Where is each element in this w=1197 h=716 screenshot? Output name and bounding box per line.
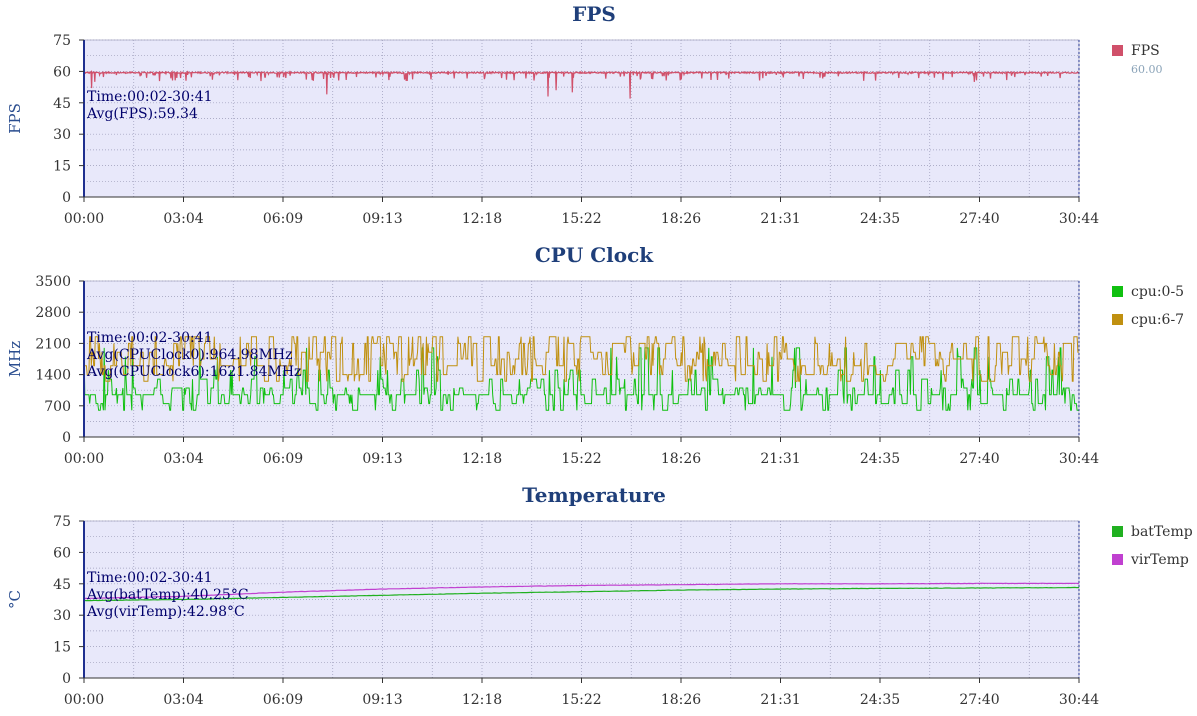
y-tick-label: 15 (53, 159, 71, 175)
x-tick-label: 15:22 (561, 451, 601, 467)
series-line-FPS (84, 69, 1080, 99)
legend-label: cpu:6-7 (1131, 312, 1184, 328)
x-tick-label: 12:18 (462, 692, 502, 708)
y-tick-label: 0 (62, 671, 71, 687)
x-tick-label: 18:26 (661, 211, 701, 227)
x-tick-label: 21:31 (760, 211, 800, 227)
stat-line: Avg(FPS):59.34 (86, 106, 198, 122)
chart-title: Temperature (522, 483, 666, 507)
x-tick-label: 09:13 (362, 692, 402, 708)
legend-label: cpu:0-5 (1131, 284, 1184, 300)
series-line-virTemp (84, 582, 1080, 600)
y-tick-label: 45 (53, 96, 71, 112)
x-tick-label: 30:44 (1059, 211, 1099, 227)
x-tick-label: 03:04 (163, 211, 203, 227)
stat-line: Time:00:02-30:41 (87, 89, 213, 105)
x-tick-label: 15:22 (561, 211, 601, 227)
stat-line: Time:00:02-30:41 (87, 330, 213, 346)
x-tick-label: 30:44 (1059, 451, 1099, 467)
x-tick-label: 18:26 (661, 451, 701, 467)
y-tick-label: 2800 (35, 305, 71, 321)
y-tick-label: 3500 (35, 274, 71, 290)
y-tick-label: 60 (53, 545, 71, 561)
stat-line: Time:00:02-30:41 (87, 570, 213, 586)
x-tick-label: 03:04 (163, 451, 203, 467)
x-tick-label: 21:31 (760, 692, 800, 708)
chart-panel-0: 0 15 30 45 60 75 00:00 03:04 06:09 09:13 12:18 15:2… (6, 2, 1163, 227)
chart-panel-1: 0 700 1400 2100 2800 3500 00:00 03:04 06:09 09:13… (6, 243, 1184, 467)
y-axis-label: MHz (6, 341, 24, 377)
y-tick-label: 15 (53, 640, 71, 656)
x-tick-label: 12:18 (462, 211, 502, 227)
y-tick-label: 60 (53, 64, 71, 80)
x-tick-label: 06:09 (263, 451, 303, 467)
x-tick-label: 18:26 (661, 692, 701, 708)
chart-panel-2: 0 15 30 45 60 75 00:00 03:04 06:09 09:13 12:18 15:2… (6, 483, 1193, 708)
x-tick-label: 09:13 (362, 451, 402, 467)
legend-swatch (1112, 286, 1123, 297)
y-axis-label: FPS (6, 103, 24, 134)
y-tick-label: 1400 (35, 368, 71, 384)
y-tick-label: 75 (53, 514, 71, 530)
series-line-cpu:0-5 (83, 347, 1079, 411)
legend-swatch (1112, 554, 1123, 565)
x-tick-label: 00:00 (64, 692, 104, 708)
chart-title: FPS (572, 2, 616, 26)
legend-label: FPS (1131, 43, 1160, 59)
x-tick-label: 24:35 (860, 211, 900, 227)
x-tick-label: 15:22 (561, 692, 601, 708)
y-tick-label: 30 (53, 608, 71, 624)
y-tick-label: 0 (62, 430, 71, 446)
x-tick-label: 27:40 (959, 451, 999, 467)
x-tick-label: 06:09 (263, 211, 303, 227)
y-tick-label: 45 (53, 577, 71, 593)
x-tick-label: 21:31 (760, 451, 800, 467)
y-tick-label: 0 (62, 190, 71, 206)
series-line-cpu:6-7 (84, 336, 1079, 382)
stat-line: Avg(virTemp):42.98°C (86, 604, 245, 620)
legend-sublabel: 60.00 (1131, 63, 1163, 76)
x-tick-label: 00:00 (64, 451, 104, 467)
x-tick-label: 06:09 (263, 692, 303, 708)
y-tick-label: 700 (44, 399, 71, 415)
y-axis-label: °C (6, 590, 24, 609)
x-tick-label: 00:00 (64, 211, 104, 227)
x-tick-label: 24:35 (860, 451, 900, 467)
x-tick-label: 30:44 (1059, 692, 1099, 708)
stat-line: Avg(CPUClock6):1621.84MHz (86, 364, 301, 380)
x-tick-label: 03:04 (163, 692, 203, 708)
legend-swatch (1112, 314, 1123, 325)
x-tick-label: 27:40 (959, 211, 999, 227)
x-tick-label: 12:18 (462, 451, 502, 467)
y-tick-label: 75 (53, 33, 71, 49)
chart-title: CPU Clock (535, 243, 654, 267)
x-tick-label: 27:40 (959, 692, 999, 708)
legend-label: virTemp (1130, 552, 1189, 568)
stat-line: Avg(batTemp):40.25°C (86, 587, 249, 603)
y-tick-label: 2100 (35, 336, 71, 352)
legend-swatch (1112, 526, 1123, 537)
y-tick-label: 30 (53, 127, 71, 143)
stat-line: Avg(CPUClock0):964.98MHz (86, 347, 293, 363)
legend-label: batTemp (1131, 524, 1193, 540)
x-tick-label: 09:13 (362, 211, 402, 227)
series-line-batTemp (83, 586, 1080, 602)
legend-swatch (1112, 45, 1123, 56)
x-tick-label: 24:35 (860, 692, 900, 708)
